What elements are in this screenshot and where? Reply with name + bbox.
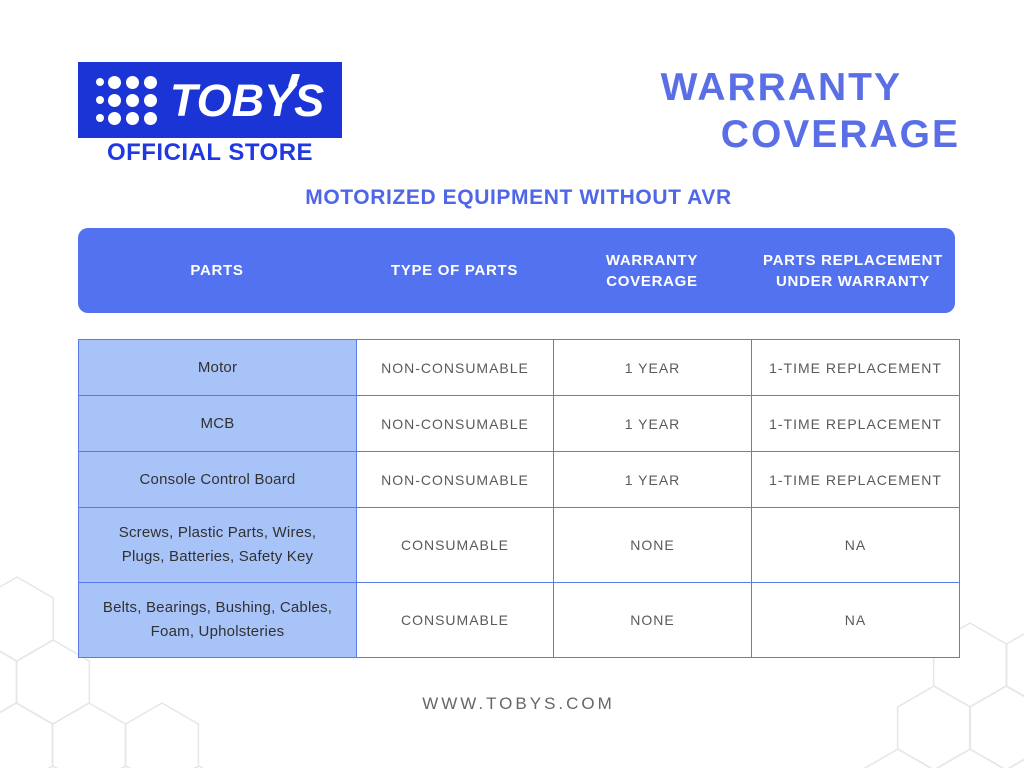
page-title: WARRANTY COVERAGE xyxy=(661,64,960,158)
column-header-parts: PARTS xyxy=(190,262,244,279)
column-header-type: TYPE OF PARTS xyxy=(390,262,519,279)
cell-type: CONSUMABLE xyxy=(356,582,554,658)
cell-coverage: 1 YEAR xyxy=(553,451,752,508)
cell-coverage: NONE xyxy=(553,507,752,583)
official-store-label: OFFICIAL STORE xyxy=(106,139,314,166)
warranty-table: Motor NON-CONSUMABLE 1 YEAR 1-TIME REPLA… xyxy=(78,339,960,658)
cell-parts: Screws, Plastic Parts, Wires, Plugs, Bat… xyxy=(78,507,357,583)
table-header-bar: PARTS TYPE OF PARTS WARRANTY COVERAGE PA… xyxy=(78,228,955,313)
logo-dots-icon xyxy=(95,75,158,125)
cell-coverage: 1 YEAR xyxy=(553,395,752,452)
cell-replacement: 1-TIME REPLACEMENT xyxy=(751,395,960,452)
logo-brand-label: TOBYS xyxy=(169,74,325,126)
table-row: Screws, Plastic Parts, Wires, Plugs, Bat… xyxy=(78,507,960,583)
column-header-coverage: WARRANTY COVERAGE xyxy=(605,251,699,290)
cell-coverage: 1 YEAR xyxy=(553,339,752,396)
website-url: WWW.TOBYS.COM xyxy=(422,694,615,713)
cell-parts: Belts, Bearings, Bushing, Cables, Foam, … xyxy=(78,582,357,658)
table-row: Console Control Board NON-CONSUMABLE 1 Y… xyxy=(78,451,960,508)
page-title-line2: COVERAGE xyxy=(720,113,960,156)
table-row: MCB NON-CONSUMABLE 1 YEAR 1-TIME REPLACE… xyxy=(78,395,960,452)
table-row: Motor NON-CONSUMABLE 1 YEAR 1-TIME REPLA… xyxy=(78,339,960,396)
cell-type: NON-CONSUMABLE xyxy=(356,395,554,452)
cell-type: NON-CONSUMABLE xyxy=(356,451,554,508)
cell-type: NON-CONSUMABLE xyxy=(356,339,554,396)
cell-replacement: 1-TIME REPLACEMENT xyxy=(751,339,960,396)
cell-parts: Console Control Board xyxy=(78,451,357,508)
cell-type: CONSUMABLE xyxy=(356,507,554,583)
page-title-line1: WARRANTY xyxy=(660,66,902,109)
logo-brand-text: TOBYS xyxy=(169,73,325,126)
column-header-replacement: PARTS REPLACEMENT UNDER WARRANTY xyxy=(763,251,943,290)
section-subtitle: MOTORIZED EQUIPMENT WITHOUT AVR xyxy=(305,186,732,209)
cell-parts: MCB xyxy=(78,395,357,452)
table-row: Belts, Bearings, Bushing, Cables, Foam, … xyxy=(78,582,960,658)
cell-coverage: NONE xyxy=(553,582,752,658)
cell-parts: Motor xyxy=(78,339,357,396)
cell-replacement: NA xyxy=(751,507,960,583)
cell-replacement: NA xyxy=(751,582,960,658)
cell-replacement: 1-TIME REPLACEMENT xyxy=(751,451,960,508)
tobys-logo: TOBYS xyxy=(78,62,342,138)
